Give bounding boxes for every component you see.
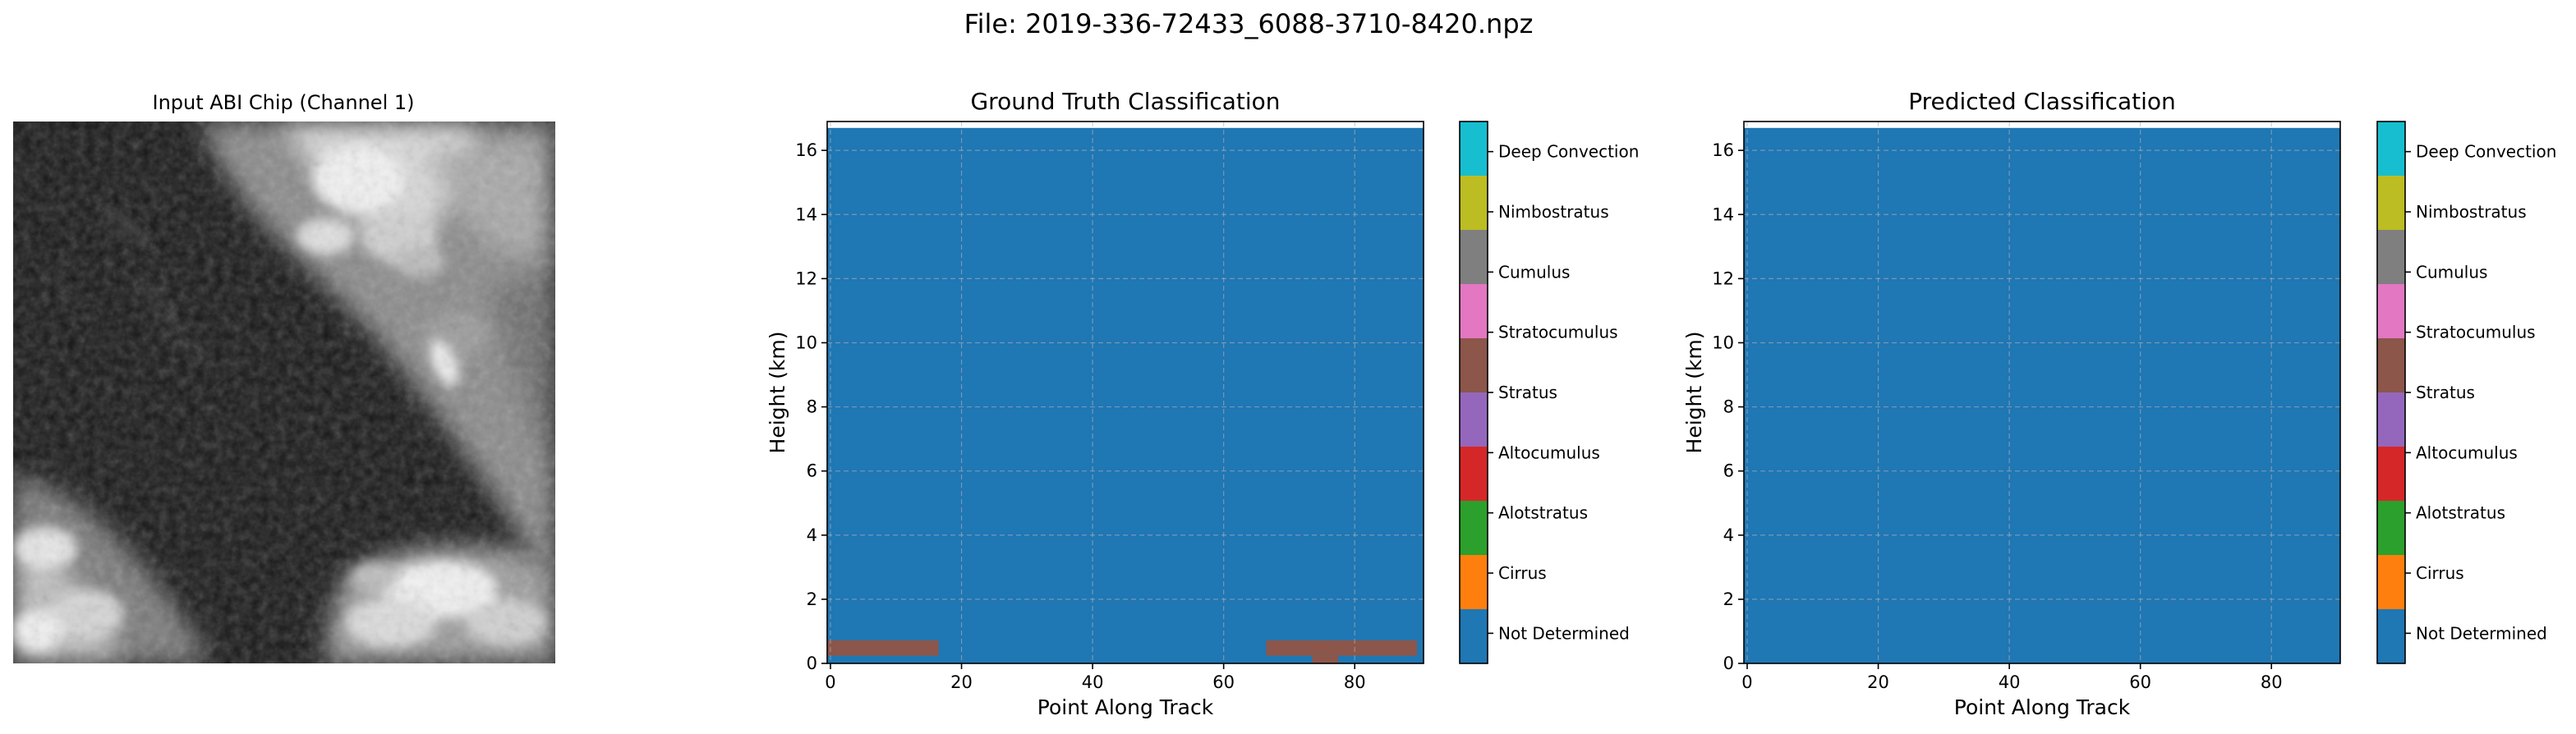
colorbar-label-cirrus: Cirrus: [2416, 563, 2464, 583]
colorbar-swatch: [1460, 609, 1488, 663]
y-tick-label: 10: [1712, 333, 1734, 352]
colorbar-label-not-determined: Not Determined: [1498, 623, 1630, 643]
colorbar-swatch: [1460, 555, 1488, 609]
y-tick-label: 4: [1723, 525, 1734, 545]
x-tick-label: 80: [1344, 672, 1366, 692]
colorbar-label-nimbostratus: Nimbostratus: [1498, 202, 1609, 222]
colorbar-swatch: [1460, 230, 1488, 284]
x-tick-label: 0: [1741, 672, 1752, 692]
y-tick-label: 16: [1712, 140, 1734, 160]
colorbar-label-nimbostratus: Nimbostratus: [2416, 202, 2527, 222]
heatmap-region-stratocumulus: [1266, 640, 1418, 656]
abi-chip-image: [13, 122, 555, 663]
colorbar-swatch: [2377, 338, 2405, 392]
colorbar-label-altocumulus: Altocumulus: [2416, 443, 2518, 462]
x-tick-label: 40: [1999, 672, 2021, 692]
heatmap-region-stratocumulus: [827, 640, 939, 656]
y-tick-label: 14: [1712, 204, 1734, 224]
pred-chart-title: Predicted Classification: [1908, 88, 2176, 115]
x-tick-label: 40: [1082, 672, 1104, 692]
gt-heatmap: 0 20 40 60 80 0 2 4 6 8 10 12 14 16: [795, 121, 1424, 692]
colorbar-label-deep-convection: Deep Convection: [1498, 142, 1639, 162]
y-tick-label: 16: [795, 140, 817, 160]
colorbar-label-cirrus: Cirrus: [1498, 563, 1547, 583]
heatmap-background: [1744, 127, 2340, 663]
y-tick-label: 14: [795, 204, 817, 224]
heatmap-region-stratocumulus: [1312, 655, 1339, 663]
colorbar-label-not-determined: Not Determined: [2416, 623, 2547, 643]
pred-y-axis-label: Height (km): [1682, 332, 1706, 454]
colorbar-swatch: [2377, 176, 2405, 230]
gt-y-axis-label: Height (km): [766, 332, 789, 454]
colorbar-label-deep-convection: Deep Convection: [2416, 142, 2556, 162]
colorbar-label-cumulus: Cumulus: [1498, 262, 1570, 282]
y-tick-label: 0: [1723, 654, 1734, 673]
colorbar-label-alotstratus: Alotstratus: [2416, 503, 2505, 523]
colorbar-swatch: [1460, 176, 1488, 230]
x-tick-label: 0: [825, 672, 835, 692]
gt-colorbar: Not Determined Cirrus Alotstratus Altocumul…: [1459, 121, 1639, 664]
gt-chart-title: Ground Truth Classification: [970, 88, 1280, 115]
colorbar-swatch: [1460, 284, 1488, 338]
x-tick-label: 60: [2129, 672, 2151, 692]
figure-suptitle: File: 2019-336-72433_6088-3710-8420.npz: [964, 8, 1534, 39]
x-tick-label: 80: [2261, 672, 2283, 692]
colorbar-swatch: [2377, 284, 2405, 338]
gt-x-axis-label: Point Along Track: [1037, 695, 1214, 719]
y-tick-label: 2: [807, 589, 817, 609]
colorbar-label-altocumulus: Altocumulus: [1498, 443, 1600, 462]
x-tick-label: 20: [1867, 672, 1889, 692]
y-tick-label: 12: [1712, 268, 1734, 288]
plot-frame: [826, 121, 1424, 664]
x-tick-label: 60: [1212, 672, 1235, 692]
colorbar-label-alotstratus: Alotstratus: [1498, 503, 1588, 523]
pred-heatmap: 0 20 40 60 80 0 2 4 6 8 10 12 14 16: [1712, 121, 2341, 692]
image-panel-title: Input ABI Chip (Channel 1): [152, 91, 414, 114]
y-tick-label: 4: [807, 525, 817, 545]
y-tick-label: 6: [1723, 461, 1734, 481]
colorbar-swatch: [2377, 447, 2405, 501]
colorbar-label-stratus: Stratus: [2416, 383, 2475, 402]
colorbar-label-stratocumulus: Stratocumulus: [1498, 323, 1618, 342]
y-tick-label: 6: [807, 461, 817, 481]
heatmap-background: [827, 127, 1424, 663]
colorbar-label-stratus: Stratus: [1498, 383, 1557, 402]
colorbar-swatch: [1460, 338, 1488, 392]
pred-colorbar: Not Determined Cirrus Alotstratus Altocumul…: [2376, 121, 2556, 664]
colorbar-swatch: [2377, 230, 2405, 284]
colorbar-swatch: [1460, 122, 1488, 176]
colorbar-swatch: [1460, 501, 1488, 555]
colorbar-swatch: [2377, 609, 2405, 663]
y-tick-label: 10: [795, 333, 817, 352]
colorbar-swatch: [2377, 392, 2405, 447]
colorbar-swatch: [1460, 392, 1488, 447]
y-tick-label: 12: [795, 268, 817, 288]
colorbar-swatch: [2377, 501, 2405, 555]
y-tick-label: 2: [1723, 589, 1734, 609]
y-tick-label: 8: [1723, 397, 1734, 417]
colorbar-swatch: [2377, 555, 2405, 609]
colorbar-label-stratocumulus: Stratocumulus: [2416, 323, 2536, 342]
colorbar-swatch: [2377, 122, 2405, 176]
colorbar-label-cumulus: Cumulus: [2416, 262, 2487, 282]
y-tick-label: 8: [807, 397, 817, 417]
y-tick-label: 0: [807, 654, 817, 673]
x-tick-label: 20: [950, 672, 973, 692]
pred-x-axis-label: Point Along Track: [1954, 695, 2131, 719]
colorbar-swatch: [1460, 447, 1488, 501]
plot-frame: [1743, 121, 2341, 664]
